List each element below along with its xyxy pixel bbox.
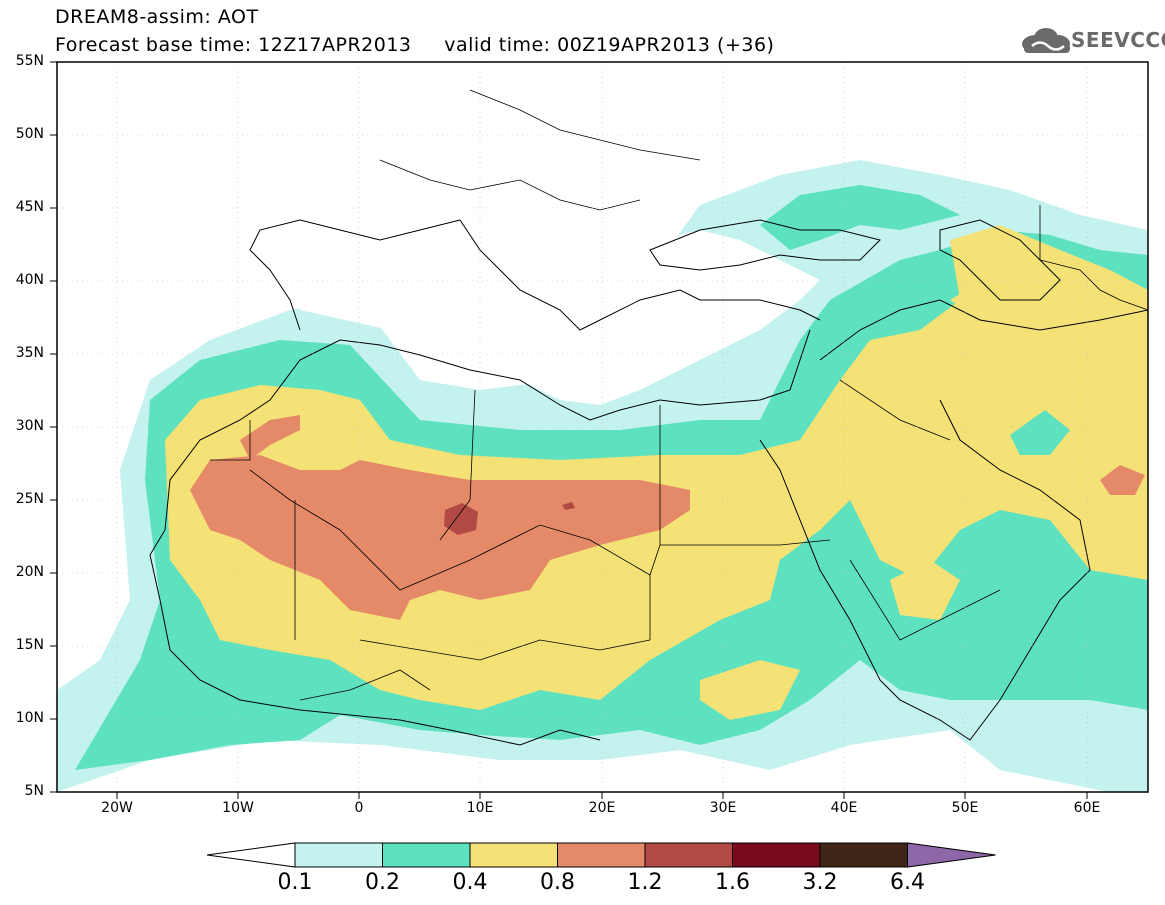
lon-label: 0: [354, 800, 364, 816]
aot-contour-1.2-small: [562, 502, 575, 510]
lat-label: 45N: [15, 199, 44, 215]
aot-contour-0.8: [190, 455, 690, 620]
lon-label: 20E: [588, 800, 616, 816]
aot-clear-north: [640, 62, 1148, 230]
country-borders: [210, 89, 1148, 701]
colorbar-level-label: 0.2: [365, 870, 400, 895]
colorbar-level-label: 0.4: [452, 870, 488, 895]
lon-label: 30E: [709, 800, 737, 816]
lat-label: 15N: [15, 637, 44, 653]
lon-label: 40E: [830, 800, 858, 816]
lat-label: 25N: [15, 491, 44, 507]
lon-label: 10E: [466, 800, 494, 816]
seevccc-logo: [1022, 28, 1070, 53]
logo-text: SEEVCCC: [1071, 28, 1165, 52]
aot-contour-1.2: [444, 503, 478, 535]
aot-contour-0.8-iran: [1100, 465, 1145, 495]
lon-label: 60E: [1073, 800, 1101, 816]
lat-label: 30N: [15, 418, 44, 434]
colorbar-level-label: 6.4: [890, 870, 925, 895]
aot-contour-0.4-arabia: [890, 560, 960, 620]
lat-label: 10N: [15, 710, 44, 726]
lat-label: 40N: [15, 272, 44, 288]
aot-contour-0.4-iran: [950, 270, 1148, 345]
title-text: DREAM8-assim: AOT: [55, 6, 259, 28]
colorbar-level-label: 0.8: [540, 870, 575, 895]
colorbar-level-label: 0.1: [277, 870, 313, 895]
forecast-time-text: Forecast base time: 12Z17APR2013 valid t…: [55, 34, 775, 56]
axis-ticks: [50, 61, 1088, 799]
lat-label: 55N: [15, 53, 44, 69]
lat-label: 5N: [24, 783, 44, 799]
aot-contour-0.4-sudan: [700, 660, 800, 720]
aot-contour-0.2-patch: [1010, 410, 1070, 455]
lat-label: 35N: [15, 345, 44, 361]
coastlines: [149, 219, 1148, 746]
colorbar-level-label: 1.2: [627, 870, 663, 895]
lon-label: 50E: [951, 800, 979, 816]
lat-label: 50N: [15, 126, 44, 142]
colorbar-level-label: 1.6: [715, 870, 750, 895]
aot-contour-0.8-morocco: [240, 415, 300, 460]
grid-lines: [57, 62, 1148, 792]
aot-contour-0.2-caspian: [760, 185, 960, 250]
lon-label: 10W: [222, 800, 254, 816]
lat-label: 20N: [15, 564, 44, 580]
aot-clear-mediterranean: [300, 62, 820, 405]
lon-label: 20W: [101, 800, 133, 816]
colorbar-level-label: 3.2: [802, 870, 838, 895]
